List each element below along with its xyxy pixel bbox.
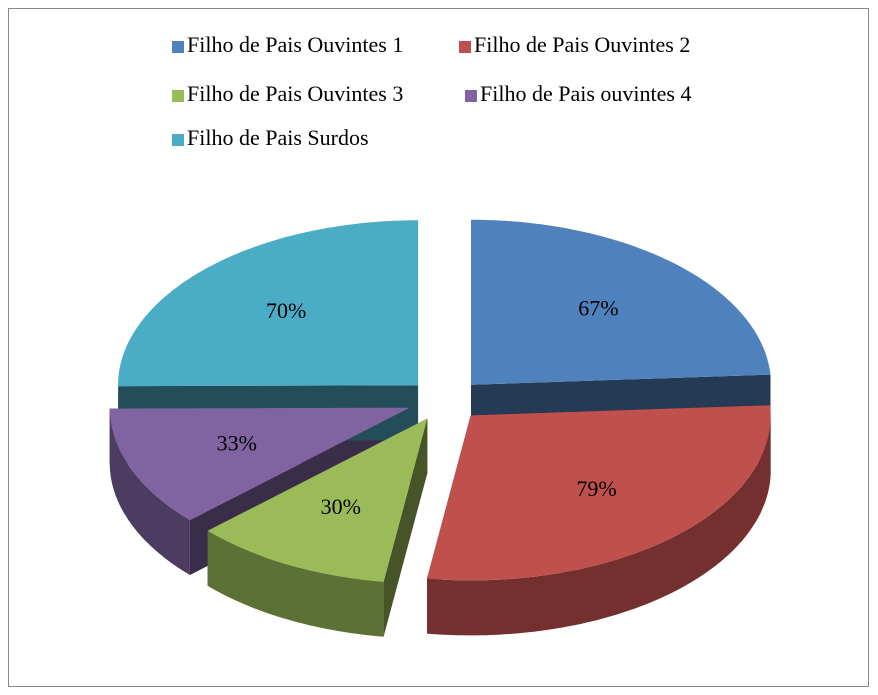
legend-label: Filho de Pais Ouvintes 2 <box>474 32 690 57</box>
data-label: 67% <box>578 295 618 320</box>
slice <box>118 220 419 387</box>
legend-swatch <box>172 134 184 146</box>
data-label: 70% <box>266 298 306 323</box>
legend-label: Filho de Pais Surdos <box>187 125 369 150</box>
legend-swatch <box>172 90 184 102</box>
legend-label: Filho de Pais Ouvintes 3 <box>187 81 403 106</box>
slice-wall <box>207 530 384 637</box>
slice-wall <box>109 408 190 575</box>
legend-label: Filho de Pais Ouvintes 1 <box>187 32 403 57</box>
data-label: 79% <box>576 476 616 501</box>
slice <box>427 405 771 581</box>
legend-swatch <box>459 41 471 53</box>
data-label: 30% <box>321 494 361 519</box>
slice-wall <box>427 415 771 636</box>
legend-swatch <box>172 41 184 53</box>
legend-label: Filho de Pais ouvintes 4 <box>480 81 691 106</box>
data-label: 33% <box>217 430 257 455</box>
slice <box>109 407 410 520</box>
slice <box>471 219 771 385</box>
slice <box>207 418 428 582</box>
legend-swatch <box>465 90 477 102</box>
